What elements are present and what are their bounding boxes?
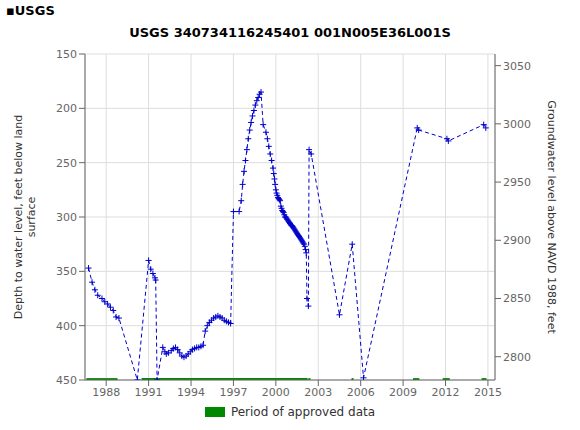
svg-text:300: 300	[56, 211, 77, 224]
svg-text:2003: 2003	[304, 386, 332, 399]
svg-text:Depth to water level, feet bel: Depth to water level, feet below landsur…	[12, 115, 38, 320]
svg-text:150: 150	[56, 48, 77, 61]
svg-text:2012: 2012	[432, 386, 460, 399]
svg-text:350: 350	[56, 265, 77, 278]
svg-text:2009: 2009	[389, 386, 417, 399]
svg-text:200: 200	[56, 102, 77, 115]
svg-text:3000: 3000	[503, 118, 531, 131]
svg-text:Groundwater level above NAVD 1: Groundwater level above NAVD 1988, feet	[545, 100, 558, 334]
svg-text:400: 400	[56, 320, 77, 333]
html-text:USGS 340734116245401 001N005E3: USGS 340734116245401 001N005E36L001S	[129, 25, 451, 40]
svg-text:250: 250	[56, 157, 77, 170]
svg-text:2006: 2006	[347, 386, 375, 399]
svg-text:1997: 1997	[219, 386, 247, 399]
svg-text:3050: 3050	[503, 60, 531, 73]
svg-text:2950: 2950	[503, 176, 531, 189]
svg-text:1988: 1988	[92, 386, 120, 399]
svg-text:2800: 2800	[503, 351, 531, 364]
svg-text:450: 450	[56, 374, 77, 387]
svg-text:1994: 1994	[177, 386, 205, 399]
svg-text:1991: 1991	[135, 386, 163, 399]
svg-text:2015: 2015	[474, 386, 502, 399]
html-text:▪USGS: ▪USGS	[6, 3, 55, 18]
svg-text:2000: 2000	[262, 386, 290, 399]
html-text:Period of approved data: Period of approved data	[230, 405, 376, 419]
svg-text:2850: 2850	[503, 292, 531, 305]
svg-text:2900: 2900	[503, 234, 531, 247]
